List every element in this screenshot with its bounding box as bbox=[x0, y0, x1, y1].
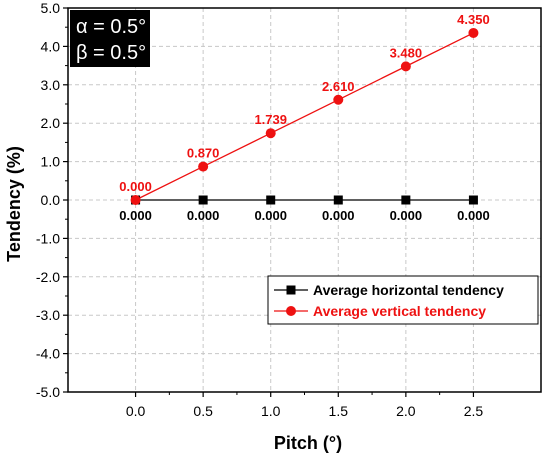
y-axis-title: Tendency (%) bbox=[4, 146, 24, 262]
y-tick-label: 4.0 bbox=[41, 38, 61, 54]
x-tick-label: 1.0 bbox=[261, 403, 281, 419]
axes: 0.0 0.5 1.0 1.5 2.0 2.5 -5.0 -4.0 -3.0 -2.0 -1.0 0.… bbox=[36, 0, 542, 419]
y-tick-label: -3.0 bbox=[36, 307, 60, 323]
data-label: 2.610 bbox=[322, 79, 355, 94]
x-axis-title: Pitch (°) bbox=[274, 433, 342, 453]
data-label: 1.739 bbox=[254, 112, 287, 127]
data-label: 0.000 bbox=[187, 208, 220, 223]
series-layer: 0.000 0.000 0.000 0.000 0.000 0.000 0.000 0.870… bbox=[119, 12, 489, 223]
x-tick-label: 0.0 bbox=[126, 403, 146, 419]
data-label: 4.350 bbox=[457, 12, 490, 27]
data-label: 0.000 bbox=[254, 208, 287, 223]
y-tick-label: -4.0 bbox=[36, 346, 60, 362]
data-point-square bbox=[401, 195, 411, 205]
legend: Average horizontal tendency Average verti… bbox=[267, 275, 539, 325]
legend-label: Average vertical tendency bbox=[313, 303, 486, 319]
y-tick-label: 3.0 bbox=[41, 77, 61, 93]
data-label: 0.870 bbox=[187, 146, 220, 161]
legend-marker-circle bbox=[286, 306, 296, 316]
legend-marker-square bbox=[286, 285, 296, 295]
annotation-box-bg bbox=[70, 10, 150, 67]
data-label: 0.000 bbox=[322, 208, 355, 223]
data-point-square bbox=[198, 195, 208, 205]
data-label: 0.000 bbox=[457, 208, 490, 223]
data-point-circle bbox=[468, 27, 479, 38]
x-tick-label: 1.5 bbox=[329, 403, 349, 419]
y-tick-label: -5.0 bbox=[36, 384, 60, 400]
data-point-circle bbox=[400, 61, 411, 72]
data-point-circle bbox=[333, 94, 344, 105]
annotation-line: α = 0.5° bbox=[76, 16, 146, 38]
data-point-circle bbox=[198, 161, 209, 172]
series-line-1 bbox=[135, 32, 474, 201]
data-label: 0.000 bbox=[119, 208, 152, 223]
legend-label: Average horizontal tendency bbox=[313, 282, 504, 298]
annotation-box: α = 0.5° β = 0.5° bbox=[70, 10, 150, 67]
x-tick-label: 0.5 bbox=[193, 403, 213, 419]
data-point-square bbox=[333, 195, 343, 205]
legend-box bbox=[267, 275, 539, 325]
data-point-square bbox=[266, 195, 276, 205]
data-label: 3.480 bbox=[390, 45, 423, 60]
y-tick-label: -1.0 bbox=[36, 230, 60, 246]
y-tick-label: 2.0 bbox=[41, 115, 61, 131]
x-tick-label: 2.5 bbox=[464, 403, 484, 419]
data-point-circle bbox=[265, 128, 276, 139]
data-point-circle bbox=[130, 195, 141, 205]
y-tick-label: -2.0 bbox=[36, 269, 60, 285]
data-point-square bbox=[468, 195, 478, 205]
x-tick-label: 2.0 bbox=[396, 403, 416, 419]
data-label: 0.000 bbox=[119, 179, 152, 194]
y-tick-label: 1.0 bbox=[41, 154, 61, 170]
y-tick-label: 0.0 bbox=[41, 192, 61, 208]
data-label: 0.000 bbox=[390, 208, 423, 223]
y-tick-label: 5.0 bbox=[41, 0, 61, 16]
annotation-line: β = 0.5° bbox=[76, 42, 146, 64]
